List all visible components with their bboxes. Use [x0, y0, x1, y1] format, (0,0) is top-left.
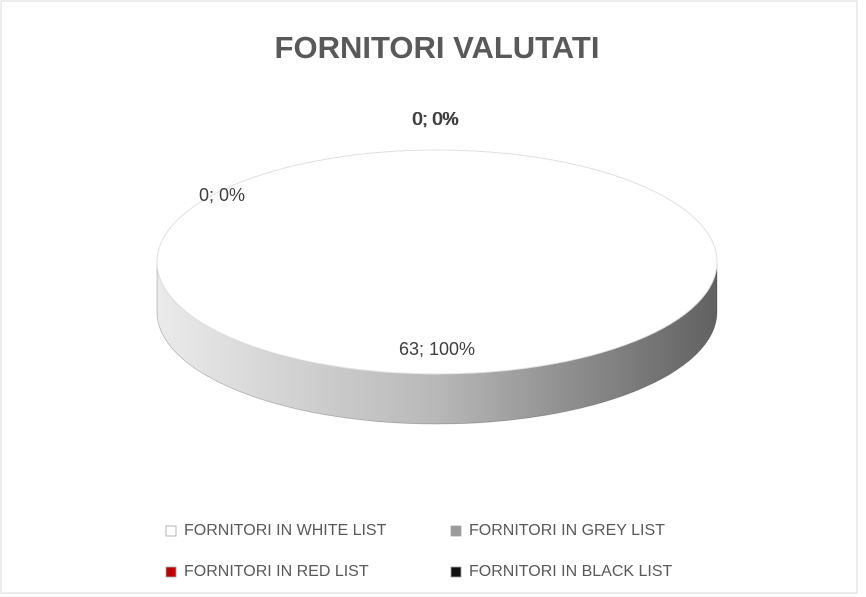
- pie-side-shade: [157, 262, 717, 424]
- legend: FORNITORI IN WHITE LIST FORNITORI IN GREY…: [165, 522, 673, 580]
- legend-swatch: [450, 525, 462, 537]
- data-label: 0; 0%: [413, 109, 459, 129]
- pie: [156, 149, 718, 425]
- legend-swatch: [450, 566, 462, 578]
- legend-label: FORNITORI IN GREY LIST: [469, 522, 665, 539]
- legend-label: FORNITORI IN RED LIST: [184, 563, 369, 580]
- legend-swatch: [165, 525, 177, 537]
- data-label: 0; 0%: [412, 109, 458, 129]
- legend-swatch: [165, 566, 177, 578]
- legend-label: FORNITORI IN BLACK LIST: [469, 563, 673, 580]
- pie-slice: [156, 149, 718, 375]
- data-labels: 63; 100%0; 0%0; 0%0; 0%: [199, 109, 475, 359]
- chart-title: FORNITORI VALUTATI: [275, 30, 600, 65]
- data-label: 63; 100%: [399, 339, 475, 359]
- legend-label: FORNITORI IN WHITE LIST: [184, 522, 387, 539]
- data-label: 0; 0%: [199, 185, 245, 205]
